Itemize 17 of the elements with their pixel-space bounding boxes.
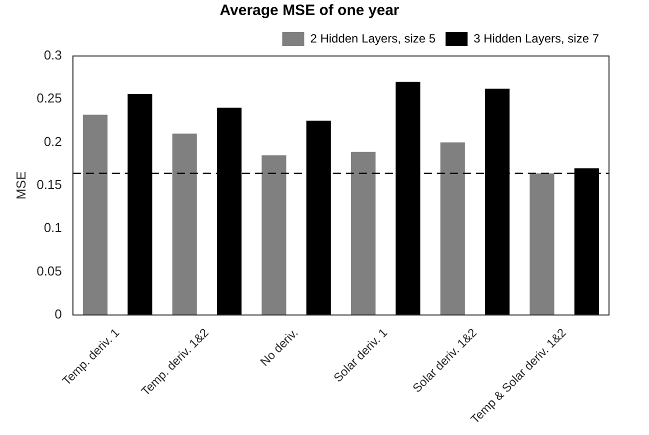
y-tick-label: 0.2	[44, 134, 62, 149]
y-tick-label: 0	[54, 306, 62, 322]
bar	[172, 134, 197, 315]
y-tick-label: 0.05	[36, 263, 62, 278]
bar	[530, 173, 554, 315]
chart-title: Average MSE of one year	[220, 2, 400, 20]
y-tick-label: 0.3	[44, 48, 62, 63]
bar	[262, 155, 286, 315]
bar	[351, 152, 376, 315]
y-tick-label: 0.15	[36, 177, 62, 192]
y-tick-label: 0.1	[44, 220, 62, 236]
bar	[440, 142, 465, 315]
y-tick-label: 0.25	[36, 90, 62, 106]
legend-label: 3 Hidden Layers, size 7	[474, 31, 600, 46]
bar	[82, 114, 108, 315]
y-axis-title: MSE	[13, 171, 28, 200]
legend-label: 2 Hidden Layers, size 5	[310, 31, 436, 46]
